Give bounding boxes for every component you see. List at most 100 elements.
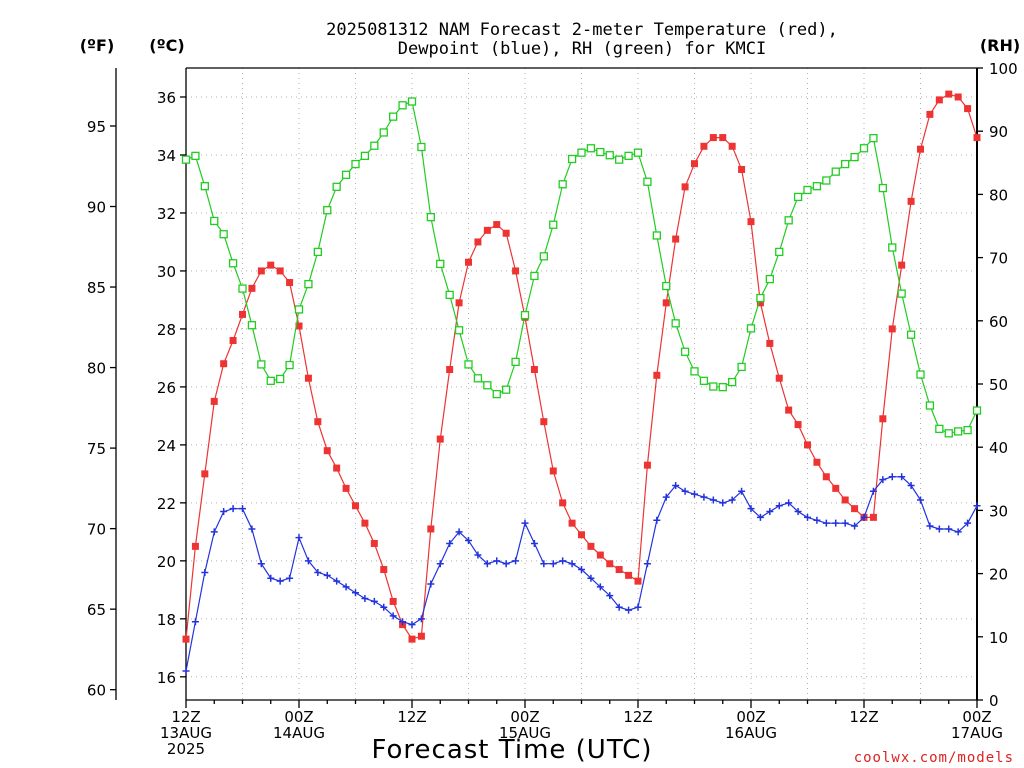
- dewpoint-point: [653, 516, 661, 524]
- temperature-point: [417, 632, 425, 640]
- dewpoint-point: [182, 667, 190, 675]
- temperature-point: [455, 299, 463, 307]
- temperature-point: [964, 105, 972, 113]
- rh-point: [897, 289, 906, 298]
- rh-point: [530, 271, 539, 281]
- temperature-point: [606, 560, 614, 568]
- temperature-point: [634, 577, 642, 585]
- dewpoint-point: [239, 505, 246, 513]
- temperature-point: [700, 142, 708, 150]
- dewpoint-point: [954, 528, 962, 536]
- temperature-point: [210, 397, 218, 405]
- dewpoint-point: [323, 571, 331, 579]
- dewpoint-point: [210, 528, 218, 536]
- x-tick-label: 12Z: [849, 708, 878, 726]
- dewpoint-series: [182, 473, 981, 675]
- x-tick-label: 17AUG: [951, 724, 1003, 742]
- rh-point: [869, 134, 878, 143]
- rh-point: [643, 177, 652, 186]
- dewpoint-point: [587, 574, 595, 582]
- rh-point: [859, 144, 869, 153]
- rh-tick-label: 100: [989, 60, 1018, 78]
- temperature-point: [559, 499, 567, 507]
- rh-point: [285, 360, 294, 370]
- rh-point: [775, 247, 784, 257]
- temperature-point: [474, 238, 482, 246]
- dewpoint-point: [295, 534, 303, 542]
- x-tick-label: 00Z: [962, 708, 991, 726]
- rh-point: [652, 231, 661, 240]
- dewpoint-point: [691, 490, 698, 498]
- temperature-point: [625, 571, 633, 579]
- rh-tick-label: 60: [989, 313, 1008, 331]
- rh-tick-label: 90: [989, 123, 1008, 141]
- rh-point: [520, 310, 530, 320]
- rh-point: [972, 406, 982, 415]
- temperature-point: [728, 142, 736, 150]
- dewpoint-point: [380, 603, 388, 611]
- dewpoint-point: [333, 577, 341, 585]
- dewpoint-point: [926, 522, 934, 530]
- temperature-point: [672, 235, 680, 243]
- temperature-point: [530, 366, 538, 374]
- temperature-point: [822, 473, 830, 481]
- rh-point: [332, 182, 341, 191]
- temperature-point: [314, 418, 322, 426]
- series-group: [181, 90, 982, 675]
- rh-point: [228, 259, 238, 268]
- celsius-tick-label: 28: [157, 321, 176, 339]
- celsius-tick-label: 32: [157, 205, 176, 223]
- dewpoint-point: [191, 618, 199, 626]
- dewpoint-point: [841, 519, 849, 527]
- temperature-point: [681, 183, 689, 191]
- dewpoint-point: [917, 496, 924, 504]
- rh-point: [360, 151, 370, 160]
- dewpoint-point: [719, 499, 727, 507]
- celsius-tick-label: 34: [157, 147, 176, 165]
- celsius-tick-label: 36: [157, 89, 176, 107]
- dewpoint-point: [625, 606, 633, 614]
- dewpoint-point: [898, 473, 906, 481]
- temperature-point: [766, 339, 774, 347]
- dewpoint-point: [851, 522, 859, 530]
- temperature-point: [549, 467, 557, 475]
- x-tick-label: 16AUG: [725, 724, 777, 742]
- dewpoint-point: [766, 508, 774, 516]
- rh-point: [906, 330, 916, 339]
- rh-point: [483, 381, 492, 390]
- rh-point: [313, 247, 322, 257]
- rh-point: [925, 401, 935, 410]
- temperature-point: [578, 531, 585, 539]
- rh-point: [407, 97, 417, 106]
- temperature-point: [483, 226, 491, 234]
- x-tick-label: 00Z: [284, 708, 313, 726]
- dewpoint-point: [483, 560, 491, 568]
- temperature-point: [512, 267, 520, 275]
- temperature-point: [587, 542, 595, 550]
- rh-point: [370, 141, 379, 150]
- temperature-point: [389, 597, 397, 605]
- dewpoint-point: [361, 595, 369, 603]
- rh-point: [210, 216, 219, 226]
- dewpoint-point: [869, 487, 877, 495]
- temperature-point: [248, 284, 256, 292]
- axes: 16 18 20 22 24 26 28 30 32 34 36 60 65 70 75 80 85 90 95 0 1…: [87, 60, 1018, 758]
- fahrenheit-unit-label: (ºF): [80, 36, 115, 55]
- rh-point: [954, 427, 963, 436]
- rh-point: [323, 206, 332, 215]
- fahrenheit-tick-label: 65: [87, 601, 106, 619]
- dewpoint-point: [465, 537, 472, 545]
- dewpoint-point: [286, 574, 294, 582]
- fahrenheit-tick-label: 75: [87, 440, 106, 458]
- rh-point: [445, 290, 454, 300]
- rh-point: [389, 112, 398, 121]
- rh-point: [850, 152, 859, 162]
- rh-tick-label: 0: [989, 692, 999, 710]
- temperature-point: [804, 441, 811, 449]
- rh-point: [699, 376, 709, 385]
- rh-point: [558, 180, 567, 189]
- rh-point: [746, 324, 756, 333]
- dewpoint-point: [907, 481, 915, 489]
- dewpoint-point: [220, 508, 228, 516]
- rh-point: [426, 213, 435, 222]
